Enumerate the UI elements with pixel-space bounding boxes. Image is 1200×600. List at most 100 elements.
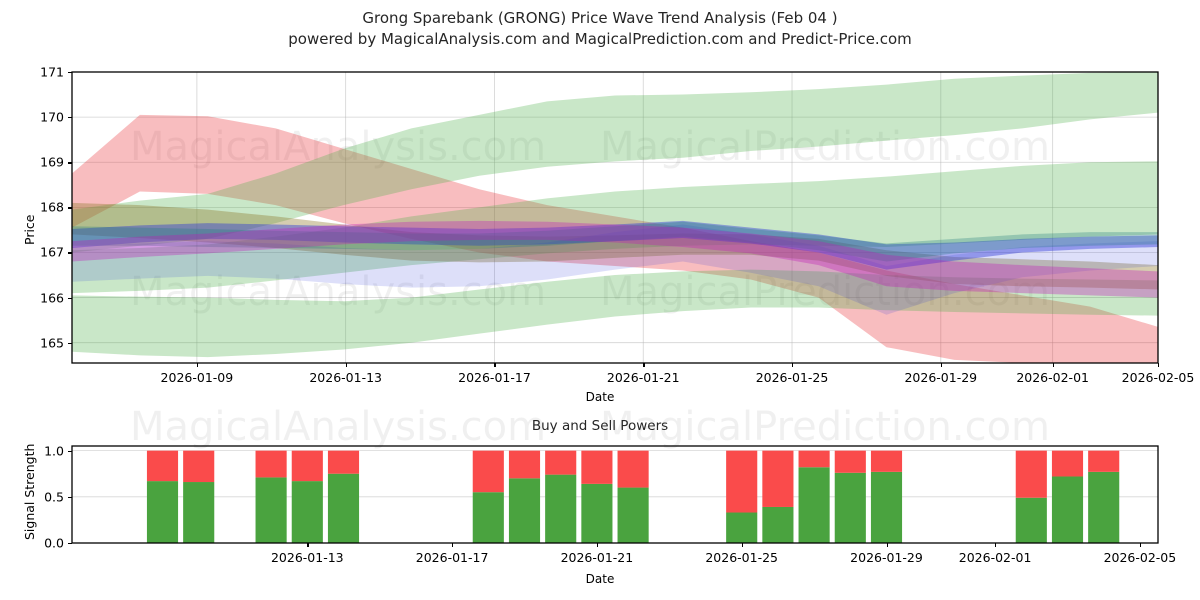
magenta-band — [72, 220, 1158, 298]
price-y-tick-label: 168 — [40, 199, 64, 215]
sell-power-bar — [291, 450, 323, 482]
signal-y-tick-label: 0.5 — [44, 489, 64, 505]
price-x-tick-label: 2026-01-21 — [606, 370, 680, 385]
signal-x-tickmark — [886, 543, 888, 547]
sell-power-bar — [1051, 450, 1084, 477]
watermark-bars: MagicalAnalysis.com — [130, 404, 546, 450]
date-axis-label-main: Date — [585, 390, 615, 404]
price-y-tick-label: 171 — [40, 64, 64, 80]
buy-power-bar — [508, 478, 541, 543]
price-x-tick-label: 2026-01-25 — [755, 370, 829, 385]
signal-x-tick-label: 2026-01-29 — [850, 550, 923, 565]
svg-text:MagicalPrediction.com: MagicalPrediction.com — [600, 124, 1050, 170]
sell-power-bar — [508, 450, 541, 479]
price-y-tickmark — [68, 72, 72, 74]
signal-bars — [146, 450, 1120, 543]
price-x-tick-label: 2026-02-05 — [1121, 370, 1195, 385]
green-mid-band — [72, 161, 1158, 294]
buy-power-bar — [1015, 497, 1047, 543]
price-y-tickmark — [68, 207, 72, 209]
svg-text:MagicalPrediction.com: MagicalPrediction.com — [600, 269, 1050, 315]
date-axis-label-bars: Date — [585, 572, 615, 586]
sell-power-bar — [617, 450, 649, 488]
page-title: Grong Sparebank (GRONG) Price Wave Trend… — [362, 9, 838, 27]
price-y-tick-label: 166 — [40, 290, 64, 306]
watermark-layer-main: MagicalAnalysis.com MagicalPrediction.com… — [130, 124, 1050, 315]
signal-x-tick-label: 2026-01-25 — [705, 550, 779, 565]
price-y-tick-label: 169 — [40, 154, 64, 170]
blue-light-band — [72, 224, 1158, 315]
sell-power-bar — [798, 450, 830, 468]
buy-power-bar — [617, 487, 649, 543]
buy-sell-plot-svg: MagicalAnalysis.com MagicalPrediction.com — [71, 404, 1159, 544]
buy-sell-powers-chart: Buy and Sell Powers Signal Strength Magi… — [0, 400, 1200, 600]
svg-text:MagicalAnalysis.com: MagicalAnalysis.com — [130, 124, 546, 170]
price-axis-label: Price — [22, 214, 37, 246]
signal-y-tick-label: 1.0 — [44, 443, 64, 459]
page-subtitle: powered by MagicalAnalysis.com and Magic… — [288, 30, 912, 48]
buy-power-bar — [726, 512, 758, 543]
watermark-bars: MagicalPrediction.com — [600, 404, 1050, 450]
price-y-tickmark — [68, 342, 72, 344]
olive-trend-band — [72, 202, 1158, 290]
price-x-tick-label: 2026-02-01 — [1016, 370, 1089, 385]
price-plot-svg: MagicalAnalysis.com MagicalPrediction.com… — [71, 71, 1159, 364]
sell-power-bar — [472, 450, 504, 493]
sell-power-bar — [255, 450, 287, 478]
signal-x-tickmark — [596, 543, 599, 547]
green-upper-band — [72, 72, 1158, 253]
signal-x-tickmark — [307, 543, 309, 547]
sell-power-bar — [545, 450, 577, 475]
signal-x-tick-label: 2026-02-01 — [958, 550, 1032, 565]
price-x-tickmark — [643, 363, 645, 367]
price-wave-chart: Price MagicalAnalysis.com MagicalPredicti… — [22, 64, 1195, 405]
sell-power-bar — [870, 450, 903, 472]
signal-y-tickmark — [68, 496, 72, 499]
price-x-tickmark — [940, 363, 943, 367]
sell-power-bar — [146, 450, 179, 482]
buy-power-bar — [870, 471, 903, 543]
wave-bands — [72, 72, 1158, 363]
buy-sell-title: Buy and Sell Powers — [531, 418, 669, 434]
price-x-tickmark — [345, 363, 347, 367]
price-y-tick-label: 170 — [40, 109, 64, 125]
signal-y-tickmark — [68, 450, 72, 452]
buy-power-bar — [291, 481, 323, 543]
blue-dark-band — [72, 220, 1158, 270]
sell-power-bar — [1088, 450, 1120, 472]
buy-power-bar — [1088, 471, 1120, 543]
red-wave-band — [72, 114, 1158, 363]
price-x-tickmark — [1158, 363, 1160, 367]
signal-x-tick-label: 2026-02-05 — [1103, 550, 1177, 565]
price-x-tickmark — [494, 363, 496, 367]
price-y-tickmark — [68, 252, 72, 254]
teal-overlap-band — [72, 221, 1158, 262]
signal-y-tickmark — [68, 543, 72, 545]
buy-power-bar — [255, 477, 287, 543]
signal-x-tick-label: 2026-01-13 — [270, 550, 344, 565]
buy-power-bar — [327, 473, 360, 543]
signal-strength-axis-label: Signal Strength — [22, 443, 37, 540]
buy-power-bar — [581, 483, 613, 543]
buy-power-bar — [183, 482, 215, 543]
signal-x-tickmark — [452, 543, 454, 547]
green-lower-band — [72, 269, 1158, 358]
price-y-tick-label: 165 — [40, 335, 64, 351]
signal-x-tick-label: 2026-01-21 — [560, 550, 634, 565]
sell-power-bar — [327, 450, 360, 474]
price-x-tick-label: 2026-01-13 — [309, 370, 382, 385]
buy-power-bar — [762, 506, 794, 543]
signal-x-tickmark — [741, 543, 743, 547]
title-block: Grong Sparebank (GRONG) Price Wave Trend… — [0, 8, 1200, 50]
price-y-tickmark — [68, 297, 72, 299]
sell-power-bar — [1015, 450, 1047, 498]
price-x-tick-label: 2026-01-29 — [904, 370, 978, 385]
signal-y-tick-label: 0.0 — [44, 535, 64, 551]
price-x-tickmark — [196, 363, 199, 367]
buy-power-bar — [146, 481, 179, 543]
sell-power-bar — [834, 450, 866, 473]
buy-power-bar — [1051, 476, 1084, 543]
buy-power-bar — [545, 474, 577, 543]
price-y-tickmark — [68, 117, 72, 119]
